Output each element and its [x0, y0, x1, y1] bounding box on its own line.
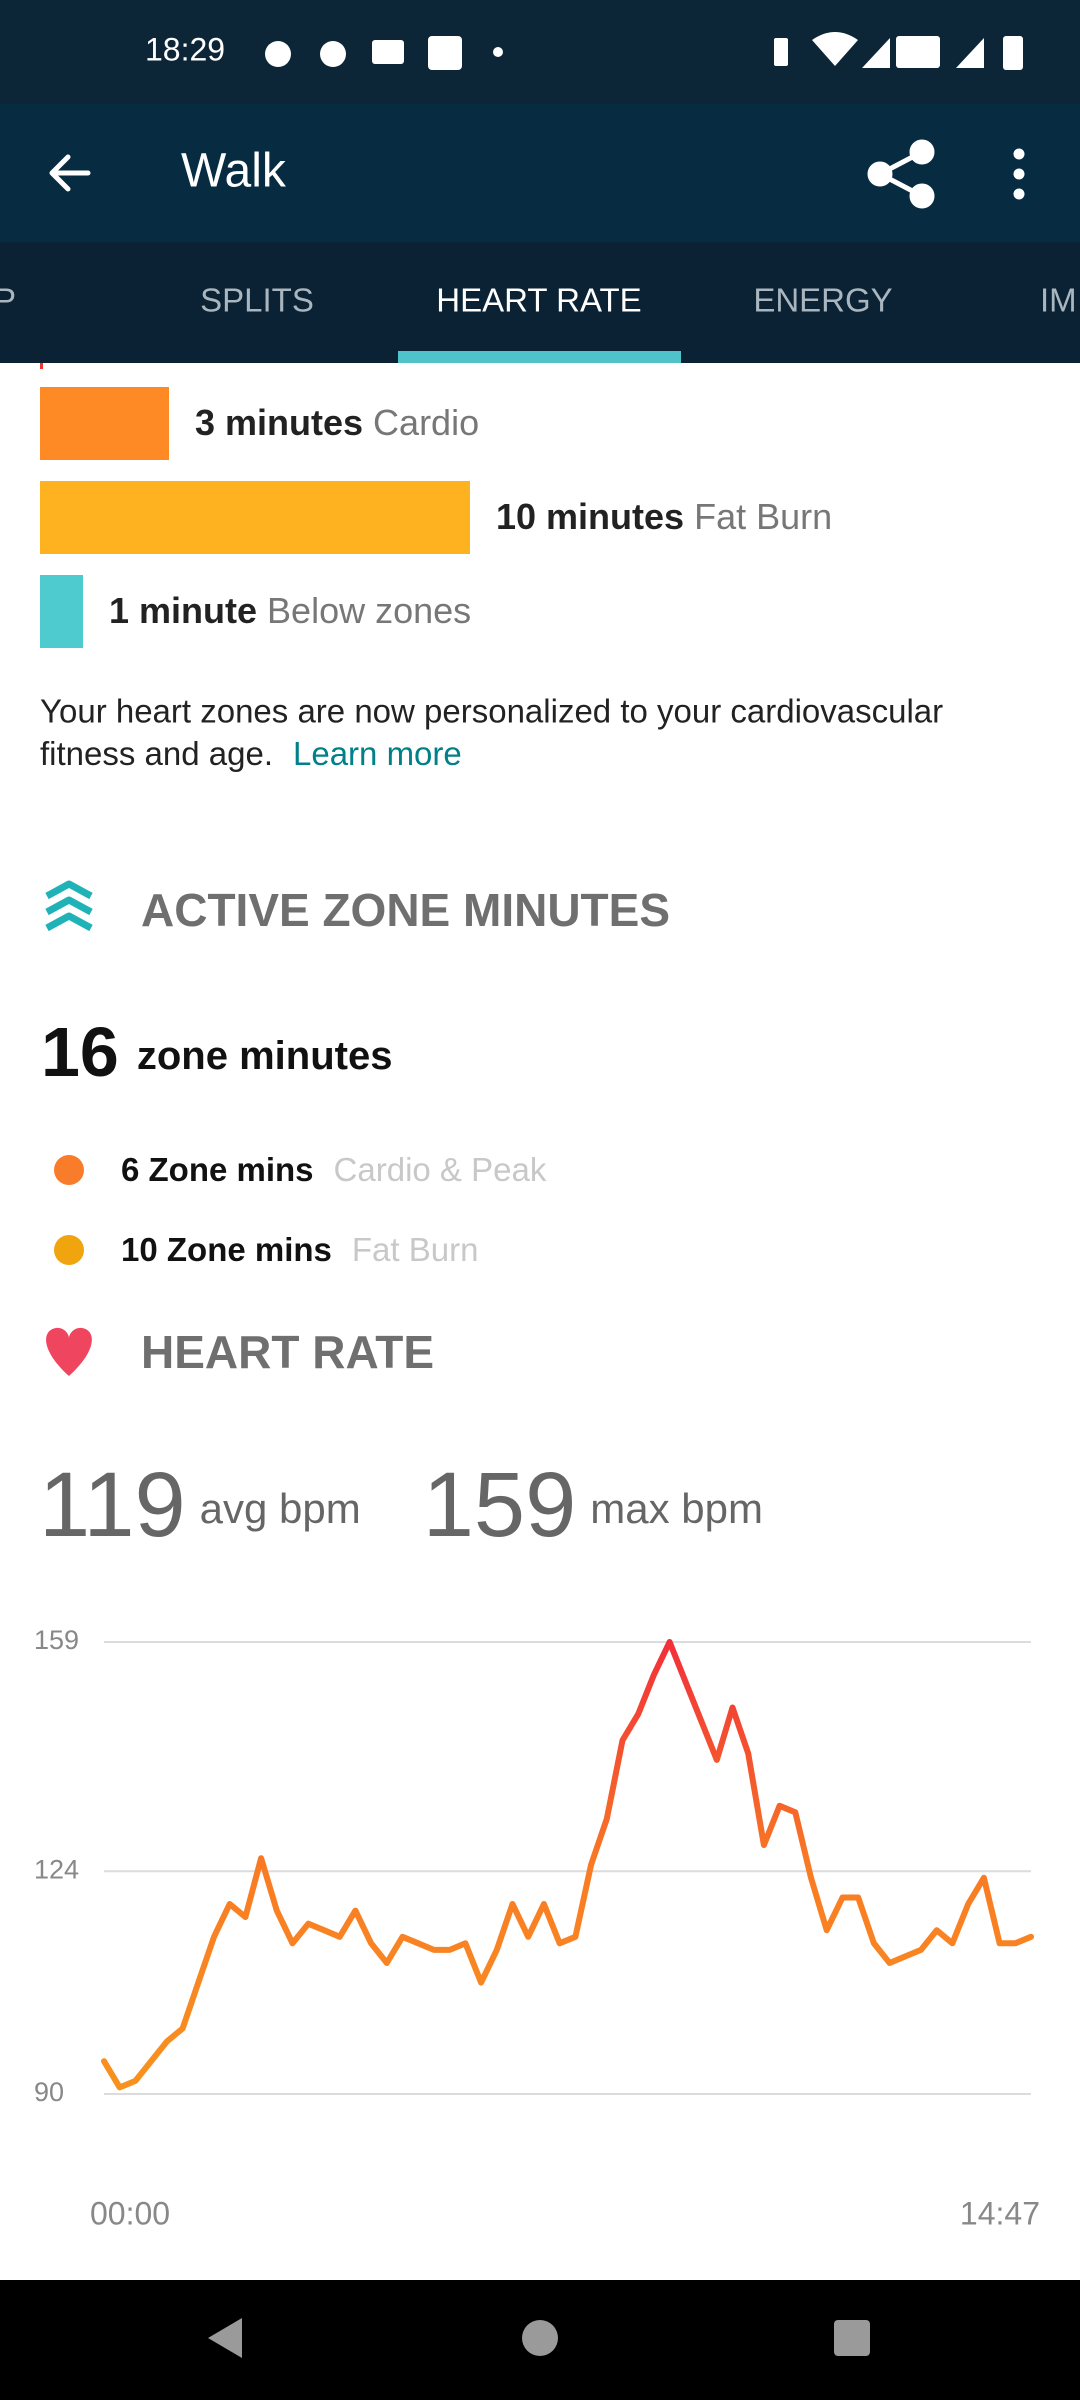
note-line: fitness and age. Learn more — [40, 735, 462, 772]
y-tick-label: 159 — [34, 1625, 79, 1655]
y-tick-label: 124 — [34, 1854, 79, 1884]
zone-name: Below zones — [267, 590, 471, 631]
app-bar — [0, 104, 1080, 242]
tab-indicator — [398, 351, 681, 363]
zone-bar — [40, 481, 470, 554]
hr-avg-label: avg bpm — [200, 1485, 361, 1532]
note-line: Your heart zones are now personalized to… — [40, 693, 943, 730]
status-icons — [265, 32, 1023, 70]
azm-total-label: zone minutes — [137, 1034, 393, 1078]
azm-item: 6 Zone mins Cardio & Peak — [121, 1151, 547, 1188]
section-title: HEART RATE — [141, 1326, 434, 1378]
nav-recents[interactable] — [834, 2320, 870, 2356]
tab-bar — [0, 242, 1080, 363]
tab[interactable]: SPLITS — [200, 282, 314, 319]
azm-item: 10 Zone mins Fat Burn — [121, 1231, 478, 1268]
note-line: fitness and age. — [40, 735, 273, 772]
azm-icon — [45, 880, 93, 932]
zone-bar — [40, 387, 169, 460]
app-title: Walk — [181, 145, 287, 198]
azm-total-value: 16 — [41, 1013, 119, 1091]
zone-label: 1 minute Below zones — [109, 590, 471, 631]
zone-minutes: 3 minutes — [195, 402, 363, 443]
tab[interactable]: P — [0, 282, 16, 319]
azm-list: 6 Zone mins Cardio & Peak 10 Zone mins Fat … — [54, 1151, 547, 1268]
zone-minutes: 10 minutes — [496, 496, 684, 537]
hr-max: 159 — [423, 1454, 577, 1556]
share-button[interactable] — [867, 139, 935, 209]
hr-line — [101, 1639, 1034, 2091]
zone-name: Fat Burn — [694, 496, 832, 537]
azm-value: 6 Zone mins — [121, 1151, 314, 1188]
status-time: 18:29 — [145, 31, 225, 67]
nav-home[interactable] — [522, 2320, 558, 2356]
nav-back[interactable] — [208, 2318, 242, 2358]
zone-marker — [40, 363, 43, 369]
x-tick-label: 14:47 — [960, 2195, 1040, 2231]
zone-bar — [40, 575, 83, 648]
azm-dot — [54, 1155, 84, 1185]
azm-total: 16 zone minutes — [41, 1013, 392, 1091]
y-tick-label: 90 — [34, 2077, 64, 2107]
zone-name: Cardio — [373, 402, 479, 443]
zone-list: 3 minutes Cardio 10 minutes Fat Burn 1 minut… — [40, 387, 832, 648]
x-tick-label: 00:00 — [90, 2195, 170, 2231]
section-title: ACTIVE ZONE MINUTES — [141, 884, 670, 936]
hr-avg: 119 — [39, 1454, 186, 1556]
heart-icon — [46, 1327, 92, 1376]
tab[interactable]: IM — [1040, 282, 1077, 319]
back-button[interactable] — [49, 154, 91, 192]
hr-chart: 159 124 90 00:00 14:47 — [34, 1625, 1040, 2231]
zone-label: 10 minutes Fat Burn — [496, 496, 832, 537]
tab[interactable]: HEART RATE — [436, 282, 641, 319]
hr-max-label: max bpm — [590, 1485, 763, 1532]
zone-label: 3 minutes Cardio — [195, 402, 479, 443]
tabs: P SPLITS HEART RATE ENERGY IM — [0, 282, 1077, 319]
azm-value: 10 Zone mins — [121, 1231, 332, 1268]
hr-summary: 119 avg bpm 159 max bpm — [39, 1454, 763, 1556]
azm-label: Fat Burn — [352, 1231, 479, 1268]
learn-more-link[interactable]: Learn more — [293, 735, 462, 772]
more-button[interactable] — [1013, 148, 1025, 200]
azm-dot — [54, 1235, 84, 1265]
tab[interactable]: ENERGY — [753, 282, 892, 319]
zone-minutes: 1 minute — [109, 590, 257, 631]
azm-label: Cardio & Peak — [334, 1151, 547, 1188]
